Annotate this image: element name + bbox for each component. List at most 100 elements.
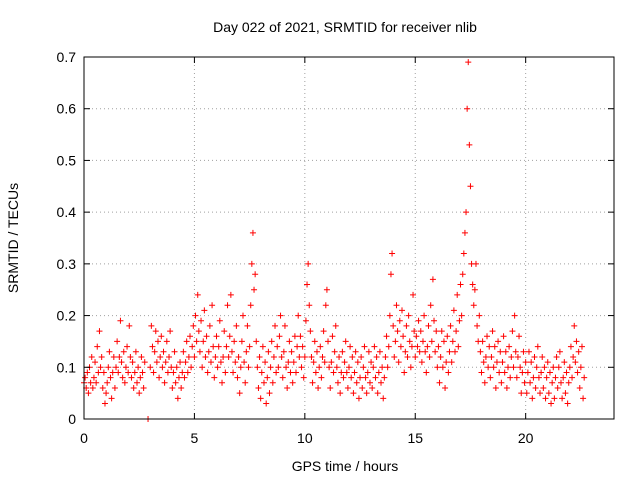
- data-point: [363, 390, 370, 397]
- data-point: [109, 369, 116, 376]
- data-point: [512, 348, 519, 355]
- data-point: [223, 343, 230, 350]
- data-point: [490, 364, 497, 371]
- data-point: [189, 343, 196, 350]
- data-point: [98, 353, 105, 360]
- data-point: [492, 384, 499, 391]
- data-point: [138, 353, 145, 360]
- data-point: [433, 328, 440, 335]
- data-point: [325, 338, 332, 345]
- x-tick-label: 5: [191, 430, 199, 446]
- data-point: [565, 379, 572, 386]
- data-point: [369, 384, 376, 391]
- data-point: [312, 369, 319, 376]
- data-point: [224, 302, 231, 309]
- data-point: [278, 353, 285, 360]
- data-point: [559, 395, 566, 402]
- data-point: [460, 250, 467, 257]
- data-point: [429, 276, 436, 283]
- data-point: [348, 374, 355, 381]
- data-point: [384, 364, 391, 371]
- data-point: [105, 364, 112, 371]
- data-point: [287, 369, 294, 376]
- data-point: [581, 374, 588, 381]
- data-point: [421, 312, 428, 319]
- data-point: [476, 312, 483, 319]
- y-tick-label: 0.6: [57, 101, 77, 117]
- data-point: [496, 369, 503, 376]
- data-point: [405, 312, 412, 319]
- grid-lines: [84, 57, 614, 419]
- data-point: [175, 374, 182, 381]
- data-point: [399, 307, 405, 314]
- data-point: [172, 379, 179, 386]
- data-point: [241, 359, 248, 366]
- data-point: [281, 322, 288, 329]
- data-point: [550, 364, 557, 371]
- data-point: [531, 353, 538, 360]
- data-point: [113, 364, 120, 371]
- data-point: [551, 395, 558, 402]
- data-point: [487, 374, 494, 381]
- data-point: [534, 343, 541, 350]
- data-point: [564, 400, 571, 407]
- data-point: [361, 343, 368, 350]
- data-point: [446, 348, 453, 355]
- data-point: [130, 384, 137, 391]
- data-point: [435, 343, 442, 350]
- data-point: [311, 338, 318, 345]
- data-point: [469, 281, 476, 288]
- data-point: [254, 364, 261, 371]
- data-point: [247, 302, 254, 309]
- data-point: [454, 291, 461, 298]
- data-point: [480, 359, 487, 366]
- data-point: [131, 369, 138, 376]
- data-point: [219, 379, 226, 386]
- data-point: [97, 364, 104, 371]
- data-point: [380, 395, 387, 402]
- data-point: [489, 328, 496, 335]
- data-point: [222, 369, 229, 376]
- data-point: [304, 281, 311, 288]
- data-point: [355, 395, 362, 402]
- data-point: [128, 374, 135, 381]
- data-point: [280, 348, 287, 355]
- data-point: [537, 390, 544, 397]
- data-point: [185, 353, 192, 360]
- data-point: [295, 312, 302, 319]
- data-point: [352, 348, 359, 355]
- data-point: [228, 348, 235, 355]
- data-point: [178, 384, 185, 391]
- data-point: [530, 374, 537, 381]
- data-point: [152, 328, 159, 335]
- data-point: [457, 281, 464, 288]
- data-point: [443, 359, 450, 366]
- data-point: [235, 353, 242, 360]
- data-point: [262, 359, 269, 366]
- data-point: [339, 348, 346, 355]
- data-point: [96, 328, 103, 335]
- data-point: [231, 338, 238, 345]
- data-point: [358, 353, 365, 360]
- data-point: [320, 328, 327, 335]
- data-point: [286, 338, 293, 345]
- data-point: [192, 312, 199, 319]
- data-point: [425, 322, 432, 329]
- data-point: [499, 359, 506, 366]
- data-point: [500, 333, 507, 340]
- data-point: [574, 369, 581, 376]
- data-point: [493, 359, 500, 366]
- data-point: [279, 374, 286, 381]
- data-point: [406, 338, 413, 345]
- data-point: [173, 364, 180, 371]
- data-point: [193, 338, 200, 345]
- data-point: [257, 395, 264, 402]
- data-point: [119, 374, 126, 381]
- data-point: [217, 359, 224, 366]
- data-point: [562, 390, 569, 397]
- data-point: [455, 343, 462, 350]
- data-point: [211, 374, 218, 381]
- data-point: [464, 105, 471, 112]
- chart-title: Day 022 of 2021, SRMTID for receiver nli…: [213, 19, 477, 35]
- data-point: [509, 328, 516, 335]
